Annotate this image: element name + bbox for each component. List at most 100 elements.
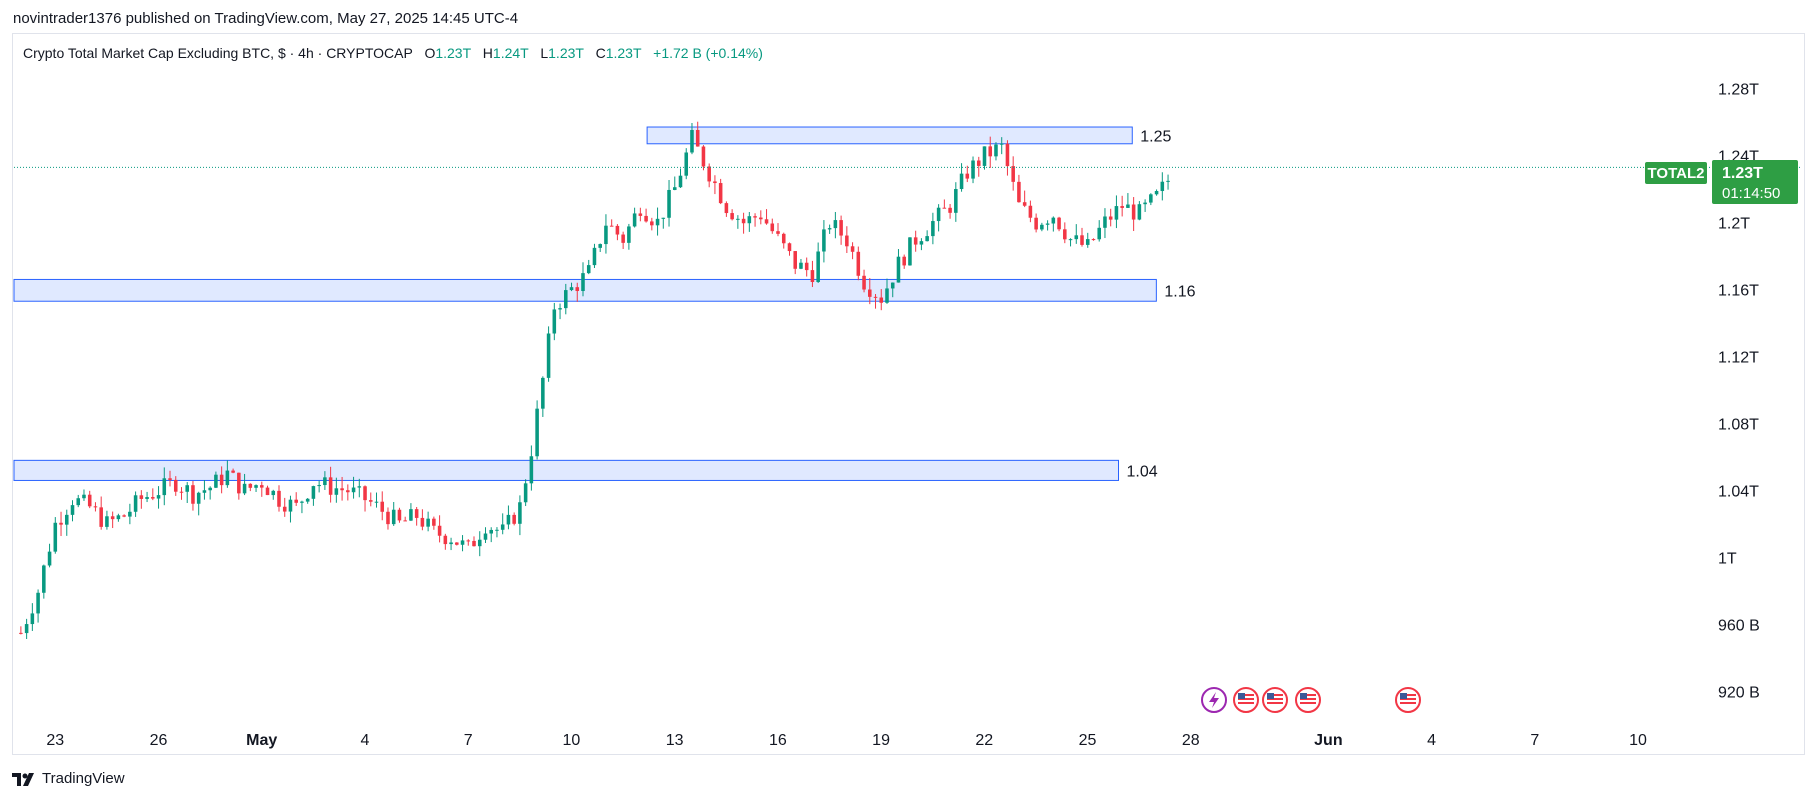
candle-body [827, 228, 832, 230]
low-value: 1.23T [548, 45, 584, 61]
time-tick-label: 7 [464, 732, 473, 749]
candle-body [477, 539, 482, 547]
candle-body [472, 540, 476, 547]
candle-body [908, 237, 912, 266]
candle-body [466, 540, 471, 542]
footer-brand[interactable]: TradingView [42, 770, 125, 787]
tradingview-logo-icon[interactable] [12, 771, 38, 787]
candle-body [822, 229, 826, 252]
price-tick-label: 1T [1718, 551, 1737, 568]
candle-body [850, 246, 855, 252]
candle-body [919, 241, 924, 245]
events-layer[interactable] [1201, 687, 1421, 713]
candle-body [70, 505, 75, 515]
candle-body [414, 509, 419, 518]
candle-body [426, 518, 430, 527]
candle-body [305, 498, 310, 502]
candle-body [764, 219, 769, 224]
candle-body [208, 487, 212, 491]
candle-body [99, 507, 103, 527]
candle-body [1091, 239, 1096, 241]
time-axis[interactable]: 23 26 May 4 7 10 13 16 19 22 25 28 Jun 4 7 10 [46, 732, 1647, 749]
lightning-event-icon[interactable] [1201, 687, 1227, 713]
candle-body [260, 485, 264, 488]
candle-body [1057, 217, 1061, 230]
price-tag-value: 1.23T [1722, 165, 1763, 182]
zone-label: 1.16 [1164, 283, 1195, 300]
high-value: 1.24T [492, 45, 529, 61]
us-flag-event-icon[interactable] [1233, 687, 1259, 713]
zone-rect[interactable] [13, 459, 1120, 481]
candle-body [1017, 181, 1021, 203]
us-flag-event-icon[interactable] [1262, 687, 1288, 713]
candle-body [1166, 180, 1170, 182]
candle-body [179, 491, 184, 493]
candle-body [506, 514, 511, 525]
candle-body [529, 456, 534, 484]
time-tick-label: 22 [975, 732, 993, 749]
candle-body [781, 233, 786, 244]
candle-body [237, 472, 241, 494]
zone-rect[interactable] [13, 278, 1157, 302]
zone-rect[interactable] [646, 126, 1133, 145]
candle-body [495, 529, 499, 531]
candle-body [254, 485, 258, 488]
candle-body [982, 146, 987, 166]
chart-frame[interactable] [12, 33, 1805, 755]
candle-body [1074, 235, 1079, 240]
candle-body [931, 221, 935, 237]
candle-body [500, 524, 505, 530]
candle-body [736, 218, 740, 220]
us-flag-event-icon[interactable] [1295, 687, 1321, 713]
candle-body [105, 516, 109, 527]
candle-body [1045, 223, 1050, 225]
candle-body [799, 262, 803, 269]
candle-body [678, 175, 683, 188]
zone-label: 1.25 [1140, 128, 1171, 145]
us-flag-event-icon[interactable] [1395, 687, 1421, 713]
candle-body [592, 247, 597, 266]
candle-body [1005, 143, 1010, 167]
candle-body [489, 529, 493, 534]
candle-body [1137, 204, 1142, 220]
candle-body [1097, 227, 1101, 240]
candle-body [890, 282, 895, 289]
candle-body [24, 624, 29, 634]
candle-body [1034, 217, 1038, 230]
candle-body [747, 216, 752, 224]
candle-body [133, 495, 138, 512]
candle-body [999, 143, 1004, 145]
zones-layer: 1.25 1.16 1.04 [13, 126, 1196, 481]
candle-body [36, 592, 40, 614]
candle-body [443, 535, 448, 545]
time-tick-label: 25 [1079, 732, 1097, 749]
candle-body [288, 499, 293, 512]
candle-body [1126, 204, 1130, 208]
candle-body [1040, 224, 1044, 230]
price-tick-label: 1.2T [1718, 216, 1750, 233]
candle-body [1154, 191, 1159, 195]
candle-body [667, 189, 671, 218]
candle-body [357, 486, 362, 488]
candle-body [311, 486, 316, 499]
candle-body [718, 183, 723, 204]
candle-body [122, 515, 126, 517]
candle-body [93, 506, 98, 508]
candle-body [816, 251, 820, 283]
time-tick-label: 4 [1427, 732, 1436, 749]
candle-body [1114, 206, 1119, 220]
close-value: 1.23T [605, 45, 642, 61]
candle-body [42, 565, 46, 593]
price-tick-label: 1.08T [1718, 417, 1759, 434]
candle-body [655, 218, 660, 226]
price-tag: TOTAL2 1.23T 01:14:50 [1645, 160, 1798, 204]
candle-body [627, 226, 631, 243]
candle-body [879, 297, 884, 303]
candles-layer [19, 121, 1170, 640]
candle-body [242, 483, 247, 494]
symbol-title[interactable]: Crypto Total Market Cap Excluding BTC, $… [23, 45, 413, 61]
candle-body [609, 225, 614, 227]
candle-body [518, 502, 522, 524]
